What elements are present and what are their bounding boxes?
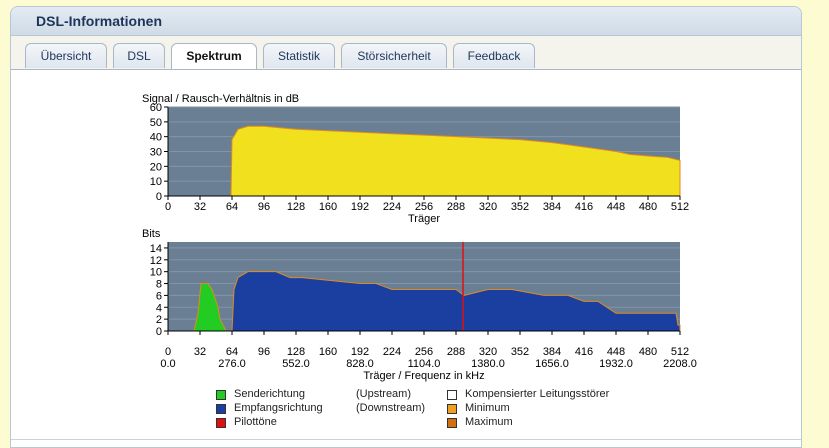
chart-0-x-tick-label: 320 xyxy=(479,201,497,213)
chart-1-khz-tick-label: 2208.0 xyxy=(663,358,697,370)
chart-1-y-tick-label: 14 xyxy=(150,243,162,255)
chart-1-y-tick-label: 2 xyxy=(156,314,162,326)
chart-1-x-tick-label: 224 xyxy=(383,346,401,358)
tab-stoersicherheit[interactable]: Störsicherheit xyxy=(341,43,447,68)
tab-spektrum[interactable]: Spektrum xyxy=(171,43,257,70)
chart-0-y-tick-label: 40 xyxy=(150,132,162,144)
chart-1-khz-tick-label: 828.0 xyxy=(346,358,374,370)
chart-1-y-tick-label: 6 xyxy=(156,290,162,302)
chart-0-y-tick-label: 10 xyxy=(150,176,162,188)
chart-0-x-tick-label: 0 xyxy=(165,201,171,213)
tab-feedback[interactable]: Feedback xyxy=(453,43,535,68)
chart-1-khz-tick-label: 1104.0 xyxy=(408,358,441,370)
chart-1-khz-tick-label: 0.0 xyxy=(160,358,175,370)
chart-0-x-tick-label: 64 xyxy=(226,201,238,213)
tab-statistik[interactable]: Statistik xyxy=(263,43,335,68)
chart-1-x-tick-label: 256 xyxy=(415,346,433,358)
legend-swatch xyxy=(447,418,457,428)
chart-1-x-tick-label: 320 xyxy=(479,346,497,358)
chart-0-y-tick-label: 50 xyxy=(150,117,162,129)
legend-direction: (Upstream) xyxy=(356,388,412,400)
chart-1-x-tick-label: 384 xyxy=(543,346,561,358)
chart-0-y-tick-label: 20 xyxy=(150,161,162,173)
chart-1-x-tick-label: 416 xyxy=(575,346,593,358)
chart-1-x-tick-label: 288 xyxy=(447,346,465,358)
chart-1-y-tick-label: 12 xyxy=(150,255,162,267)
spectrum-content: 0 10 20 30 40 50 60 0 32 64 96 128 160 192 224 256 288 32… xyxy=(11,69,801,447)
chart-1-y-tick-label: 0 xyxy=(156,326,162,338)
chart-1-y-tick-label: 4 xyxy=(156,302,162,314)
legend-label: Senderichtung xyxy=(234,388,305,400)
chart-0-title: Signal / Rausch-Verhältnis in dB xyxy=(142,93,299,105)
chart-0-x-tick-label: 512 xyxy=(671,201,689,213)
legend-label: Empfangsrichtung xyxy=(234,402,323,414)
chart-1-x-tick-label: 32 xyxy=(194,346,206,358)
chart-1-x-tick-label: 96 xyxy=(258,346,270,358)
chart-1-khz-tick-label: 1932.0 xyxy=(599,358,633,370)
legend-swatch xyxy=(447,390,457,400)
chart-0-x-tick-label: 224 xyxy=(383,201,401,213)
legend-label: Pilottöne xyxy=(234,416,277,428)
legend-swatch xyxy=(216,418,226,428)
chart-0-x-tick-label: 416 xyxy=(575,201,593,213)
panel-title: DSL-Informationen xyxy=(11,7,801,36)
chart-0-y-tick-label: 30 xyxy=(150,147,162,159)
chart-1-series-0-area xyxy=(193,283,227,332)
chart-0-y-tick-label: 0 xyxy=(156,191,162,203)
tab-dsl[interactable]: DSL xyxy=(113,43,165,68)
legend-label: Kompensierter Leitungsstörer xyxy=(465,388,610,400)
chart-1-title: Bits xyxy=(142,228,161,240)
legend-swatch xyxy=(216,404,226,414)
chart-1-khz-tick-label: 276.0 xyxy=(218,358,246,370)
chart-0-y-tick-label: 60 xyxy=(150,102,162,114)
chart-1-x-tick-label: 64 xyxy=(226,346,238,358)
chart-1-x-tick-label: 512 xyxy=(671,346,689,358)
chart-0-x-tick-label: 160 xyxy=(319,201,337,213)
chart-0-x-label: Träger xyxy=(408,213,440,225)
chart-1-x-tick-label: 448 xyxy=(607,346,625,358)
chart-1-x-tick-label: 0 xyxy=(165,346,171,358)
chart-0-x-tick-label: 384 xyxy=(543,201,561,213)
panel-footer-divider xyxy=(11,439,801,440)
chart-1-x-tick-label: 192 xyxy=(351,346,369,358)
chart-0-x-tick-label: 480 xyxy=(639,201,657,213)
chart-1-series-1-area xyxy=(231,271,681,332)
chart-0-series-0-area xyxy=(168,125,681,197)
chart-1-y-tick-label: 10 xyxy=(150,267,162,279)
legend-label: Maximum xyxy=(465,416,513,428)
chart-0-x-tick-label: 32 xyxy=(194,201,206,213)
chart-1-y-tick-label: 8 xyxy=(156,279,162,291)
chart-1-x-label: Träger / Frequenz in kHz xyxy=(363,370,484,382)
chart-1-x-tick-label: 160 xyxy=(319,346,337,358)
chart-1-khz-tick-label: 1656.0 xyxy=(535,358,569,370)
chart-0-x-tick-label: 352 xyxy=(511,201,529,213)
chart-0-x-tick-label: 96 xyxy=(258,201,270,213)
chart-1-x-tick-label: 128 xyxy=(287,346,305,358)
legend-swatch xyxy=(447,404,457,414)
legend-label: Minimum xyxy=(465,402,510,414)
tab-uebersicht[interactable]: Übersicht xyxy=(25,43,107,68)
legend-swatch xyxy=(216,390,226,400)
chart-0-x-tick-label: 448 xyxy=(607,201,625,213)
dsl-info-panel: DSL-Informationen Übersicht DSL Spektrum… xyxy=(10,6,802,448)
chart-0-x-tick-label: 256 xyxy=(415,201,433,213)
chart-0-x-tick-label: 288 xyxy=(447,201,465,213)
chart-1-khz-tick-label: 1380.0 xyxy=(471,358,505,370)
chart-1-khz-tick-label: 552.0 xyxy=(282,358,310,370)
chart-0-x-tick-label: 192 xyxy=(351,201,369,213)
chart-1-x-tick-label: 352 xyxy=(511,346,529,358)
chart-0-x-tick-label: 128 xyxy=(287,201,305,213)
chart-1-x-tick-label: 480 xyxy=(639,346,657,358)
legend-direction: (Downstream) xyxy=(356,402,426,414)
